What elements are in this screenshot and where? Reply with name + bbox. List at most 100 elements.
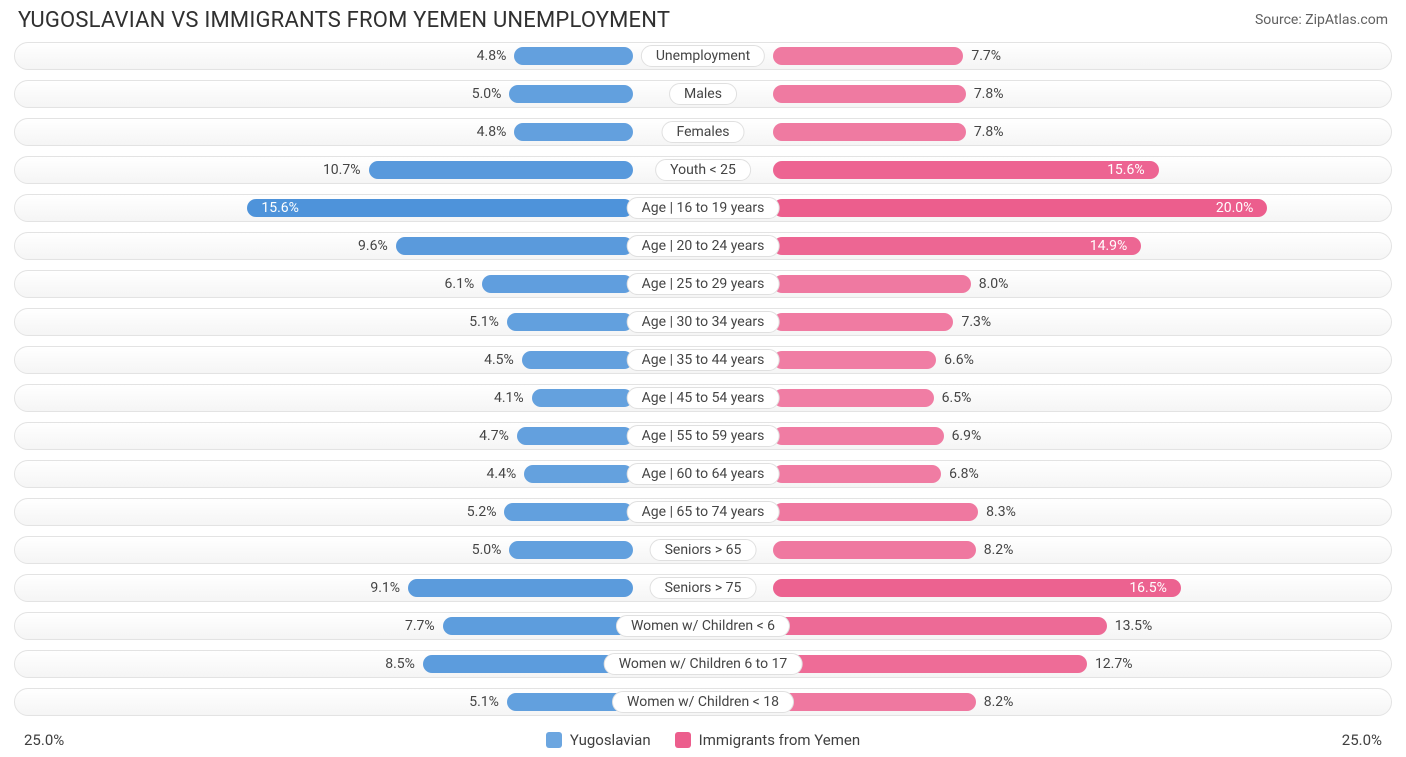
left-bar: [408, 579, 633, 597]
left-value-label: 5.1%: [461, 694, 507, 710]
right-bar: [773, 617, 1107, 635]
row-track: Age | 35 to 44 years 4.5% 6.6%: [14, 346, 1392, 374]
right-bar-wrap: 12.7%: [773, 655, 1141, 673]
right-bar: [773, 47, 963, 65]
right-value-label: 7.8%: [966, 86, 1012, 102]
left-bar-wrap: 5.0%: [464, 85, 633, 103]
right-bar-wrap: 6.8%: [773, 465, 987, 483]
left-bar: [423, 655, 633, 673]
left-value-label: 10.7%: [315, 162, 369, 178]
right-bar: [773, 85, 966, 103]
right-half: 6.9%: [703, 423, 1391, 449]
right-value-label: 20.0%: [1208, 200, 1262, 216]
row-category-label: Males: [669, 83, 737, 105]
right-value-label: 6.6%: [936, 352, 982, 368]
right-bar-wrap: 7.7%: [773, 47, 1009, 65]
right-bar-wrap: 16.5%: [773, 579, 1181, 597]
right-half: 8.0%: [703, 271, 1391, 297]
right-bar-wrap: 7.8%: [773, 85, 1012, 103]
chart-row: Age | 65 to 74 years5.2%8.3%: [14, 495, 1392, 529]
legend-right: Immigrants from Yemen: [675, 731, 861, 749]
right-bar-wrap: 7.3%: [773, 313, 999, 331]
row-category-label: Women w/ Children < 18: [612, 691, 794, 713]
row-category-label: Age | 20 to 24 years: [627, 235, 780, 257]
left-value-label: 5.1%: [461, 314, 507, 330]
right-half: 7.8%: [703, 119, 1391, 145]
left-bar: [509, 541, 633, 559]
left-bar-wrap: 4.1%: [486, 389, 633, 407]
right-bar-wrap: 8.0%: [773, 275, 1016, 293]
right-half: 16.5%: [703, 575, 1391, 601]
left-bar-wrap: 9.1%: [362, 579, 633, 597]
left-bar: [509, 85, 633, 103]
chart-row: Age | 35 to 44 years 4.5% 6.6%: [14, 343, 1392, 377]
legend-left: Yugoslavian: [546, 731, 651, 749]
legend-right-label: Immigrants from Yemen: [699, 731, 861, 749]
left-half: 9.6%: [15, 233, 703, 259]
left-value-label: 7.7%: [397, 618, 443, 634]
row-category-label: Seniors > 75: [650, 577, 757, 599]
right-half: 7.7%: [703, 43, 1391, 69]
row-track: Women w/ Children < 67.7%13.5%: [14, 612, 1392, 640]
legend-right-swatch: [675, 732, 691, 748]
left-bar-wrap: 4.5%: [476, 351, 633, 369]
row-track: Unemployment4.8%7.7%: [14, 42, 1392, 70]
chart-row: Women w/ Children < 67.7%13.5%: [14, 609, 1392, 643]
right-half: 7.8%: [703, 81, 1391, 107]
row-category-label: Age | 65 to 74 years: [627, 501, 780, 523]
left-value-label: 5.0%: [464, 86, 510, 102]
left-value-label: 9.6%: [350, 238, 396, 254]
right-bar: [773, 199, 1267, 217]
row-track: Females4.8%7.8%: [14, 118, 1392, 146]
row-category-label: Women w/ Children < 6: [616, 615, 790, 637]
left-bar-wrap: 5.2%: [459, 503, 633, 521]
left-value-label: 4.5%: [476, 352, 522, 368]
right-bar: [773, 351, 936, 369]
left-bar: [522, 351, 633, 369]
row-track: Seniors > 655.0%8.2%: [14, 536, 1392, 564]
left-bar-wrap: 4.8%: [469, 123, 633, 141]
left-bar: [517, 427, 633, 445]
left-half: 5.1%: [15, 309, 703, 335]
left-value-label: 4.7%: [471, 428, 517, 444]
chart-row: Age | 30 to 34 years5.1%7.3%: [14, 305, 1392, 339]
left-half: 4.7%: [15, 423, 703, 449]
row-category-label: Women w/ Children 6 to 17: [604, 653, 803, 675]
left-half: 4.8%: [15, 43, 703, 69]
left-value-label: 8.5%: [377, 656, 423, 672]
left-bar-wrap: 7.7%: [397, 617, 633, 635]
row-track: Women w/ Children 6 to 17 8.5% 12.7%: [14, 650, 1392, 678]
left-bar-wrap: 6.1%: [437, 275, 633, 293]
row-category-label: Age | 35 to 44 years: [627, 349, 780, 371]
right-bar: [773, 313, 953, 331]
left-half: 15.6%: [15, 195, 703, 221]
left-value-label: 9.1%: [362, 580, 408, 596]
left-bar: [507, 313, 633, 331]
left-value-label: 5.0%: [464, 542, 510, 558]
right-value-label: 6.5%: [934, 390, 980, 406]
right-bar: [773, 693, 976, 711]
row-track: Age | 16 to 19 years15.6% 20.0%: [14, 194, 1392, 222]
left-bar: [524, 465, 633, 483]
right-bar: [773, 427, 944, 445]
left-bar-wrap: 4.7%: [471, 427, 633, 445]
right-value-label: 6.8%: [941, 466, 987, 482]
right-value-label: 16.5%: [1121, 580, 1175, 596]
row-track: Males 5.0% 7.8%: [14, 80, 1392, 108]
left-bar-wrap: 5.1%: [461, 313, 633, 331]
chart-row: Females4.8%7.8%: [14, 115, 1392, 149]
row-category-label: Age | 16 to 19 years: [627, 197, 780, 219]
left-bar-wrap: 9.6%: [350, 237, 633, 255]
legend-left-label: Yugoslavian: [570, 731, 651, 749]
right-half: 8.2%: [703, 537, 1391, 563]
left-half: 5.0%: [15, 81, 703, 107]
right-value-label: 8.2%: [976, 694, 1022, 710]
left-bar: [504, 503, 633, 521]
right-bar-wrap: 6.6%: [773, 351, 982, 369]
left-half: 5.0%: [15, 537, 703, 563]
left-bar: [514, 123, 633, 141]
right-bar-wrap: 20.0%: [773, 199, 1267, 217]
left-half: 5.2%: [15, 499, 703, 525]
right-half: 6.6%: [703, 347, 1391, 373]
axis-max-right: 25.0%: [1342, 731, 1382, 749]
